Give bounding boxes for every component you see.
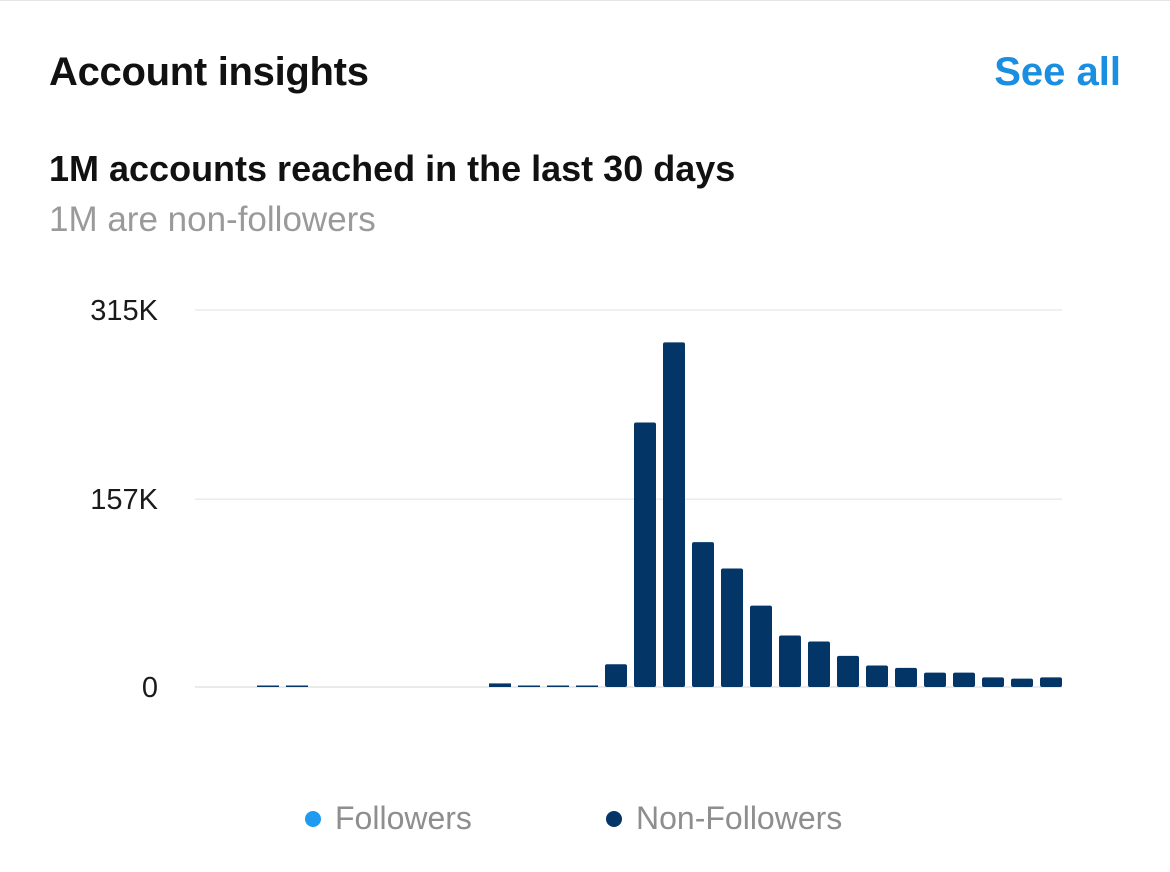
legend-item-non-followers: Non-Followers (606, 800, 842, 837)
y-tick-label: 157K (90, 484, 158, 516)
bar-non-followers (286, 685, 308, 687)
bar-non-followers (1040, 677, 1062, 687)
bar-non-followers (982, 677, 1004, 687)
bar-non-followers (750, 605, 772, 687)
bar-non-followers (605, 664, 627, 687)
bar-non-followers (837, 655, 859, 687)
bar-non-followers (257, 685, 279, 687)
legend-label-followers: Followers (335, 800, 472, 836)
reach-summary-title: 1M accounts reached in the last 30 days (49, 148, 736, 189)
legend-label-non-followers: Non-Followers (636, 800, 843, 836)
non-followers-dot-icon (606, 810, 622, 827)
y-tick-label: 0 (142, 672, 158, 704)
legend-item-followers: Followers (305, 800, 472, 837)
chart-legend: Followers Non-Followers (0, 800, 1170, 844)
bar-non-followers (953, 672, 975, 687)
bar-non-followers (895, 667, 917, 687)
bar-non-followers (779, 635, 801, 687)
bar-non-followers (547, 685, 569, 687)
bar-non-followers (721, 568, 743, 687)
section-title: Account insights (49, 50, 369, 94)
bar-non-followers (489, 683, 511, 687)
top-divider (0, 0, 1170, 1)
y-tick-label: 315K (90, 295, 158, 327)
bar-non-followers (692, 542, 714, 687)
reach-summary-subtitle: 1M are non-followers (49, 200, 376, 239)
followers-dot-icon (305, 810, 321, 827)
bar-non-followers (924, 672, 946, 687)
bar-non-followers (518, 685, 540, 687)
see-all-link[interactable]: See all (994, 50, 1121, 94)
bar-non-followers (866, 665, 888, 687)
bar-non-followers (808, 641, 830, 687)
bar-non-followers (576, 685, 598, 687)
bar-non-followers (663, 342, 685, 687)
bar-non-followers (634, 422, 656, 687)
reach-bar-chart: 315K 157K 0 (90, 295, 1062, 704)
bar-non-followers (1011, 678, 1033, 687)
